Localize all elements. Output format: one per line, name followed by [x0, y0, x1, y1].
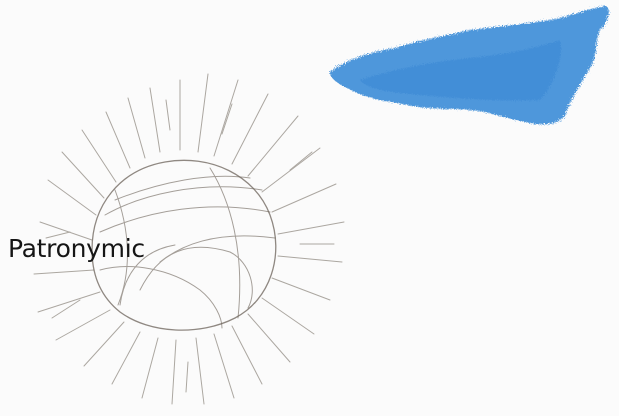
yarn-ball-sun-sketch [33, 73, 345, 405]
blue-crayon-patch [330, 6, 609, 125]
patronymic-label: Patronymic [8, 234, 145, 263]
